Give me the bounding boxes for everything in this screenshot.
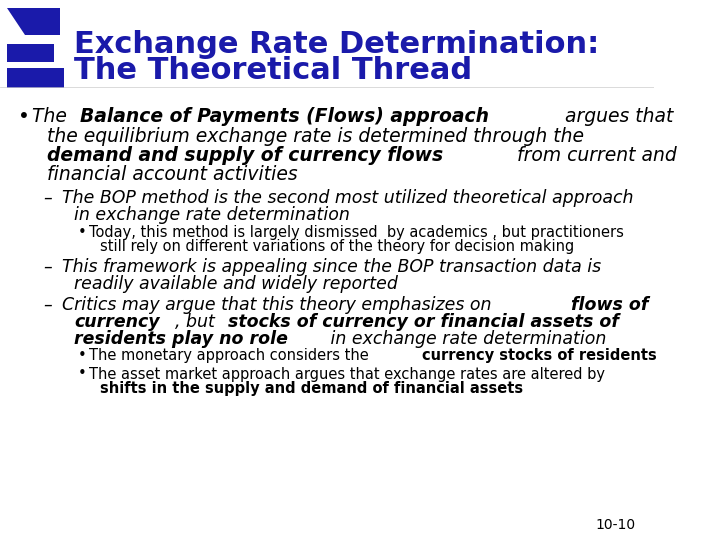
Text: –: – <box>44 295 53 314</box>
Text: residents play no role: residents play no role <box>74 329 288 348</box>
Text: , but: , but <box>175 313 220 330</box>
Text: currency stocks of residents: currency stocks of residents <box>422 348 657 363</box>
Text: –: – <box>44 189 53 207</box>
Text: The: The <box>32 107 73 126</box>
Text: Critics may argue that this theory emphasizes on: Critics may argue that this theory empha… <box>62 295 497 314</box>
FancyBboxPatch shape <box>7 68 63 88</box>
Text: •: • <box>78 367 87 381</box>
Text: financial account activities: financial account activities <box>48 165 298 185</box>
Text: •: • <box>18 107 30 126</box>
Polygon shape <box>7 8 60 35</box>
Text: shifts in the supply and demand of financial assets: shifts in the supply and demand of finan… <box>100 381 523 395</box>
Text: The Theoretical Thread: The Theoretical Thread <box>74 56 472 85</box>
Text: in exchange rate determination: in exchange rate determination <box>325 329 606 348</box>
Text: currency: currency <box>74 313 160 330</box>
Text: flows of: flows of <box>572 295 649 314</box>
FancyBboxPatch shape <box>7 44 55 62</box>
Text: from current and: from current and <box>511 146 677 165</box>
Text: still rely on different variations of the theory for decision making: still rely on different variations of th… <box>100 239 574 254</box>
Text: argues that: argues that <box>559 107 673 126</box>
Text: Exchange Rate Determination:: Exchange Rate Determination: <box>74 30 600 59</box>
Text: •: • <box>78 225 87 240</box>
Text: 10-10: 10-10 <box>595 518 636 532</box>
Text: the equilibrium exchange rate is determined through the: the equilibrium exchange rate is determi… <box>48 126 584 145</box>
Text: Today, this method is largely dismissed  by academics , but practitioners: Today, this method is largely dismissed … <box>89 225 624 240</box>
Text: The asset market approach argues that exchange rates are altered by: The asset market approach argues that ex… <box>89 367 605 381</box>
Text: Balance of Payments (Flows) approach: Balance of Payments (Flows) approach <box>80 107 489 126</box>
Text: –: – <box>44 258 53 276</box>
Text: readily available and widely reported: readily available and widely reported <box>74 275 398 293</box>
Text: demand and supply of currency flows: demand and supply of currency flows <box>48 146 444 165</box>
Text: The monetary approach considers the: The monetary approach considers the <box>89 348 374 363</box>
Text: stocks of currency or financial assets of: stocks of currency or financial assets o… <box>228 313 618 330</box>
Text: The BOP method is the second most utilized theoretical approach: The BOP method is the second most utiliz… <box>62 189 634 207</box>
Text: in exchange rate determination: in exchange rate determination <box>74 206 351 224</box>
Text: This framework is appealing since the BOP transaction data is: This framework is appealing since the BO… <box>62 258 601 276</box>
Text: •: • <box>78 348 87 363</box>
